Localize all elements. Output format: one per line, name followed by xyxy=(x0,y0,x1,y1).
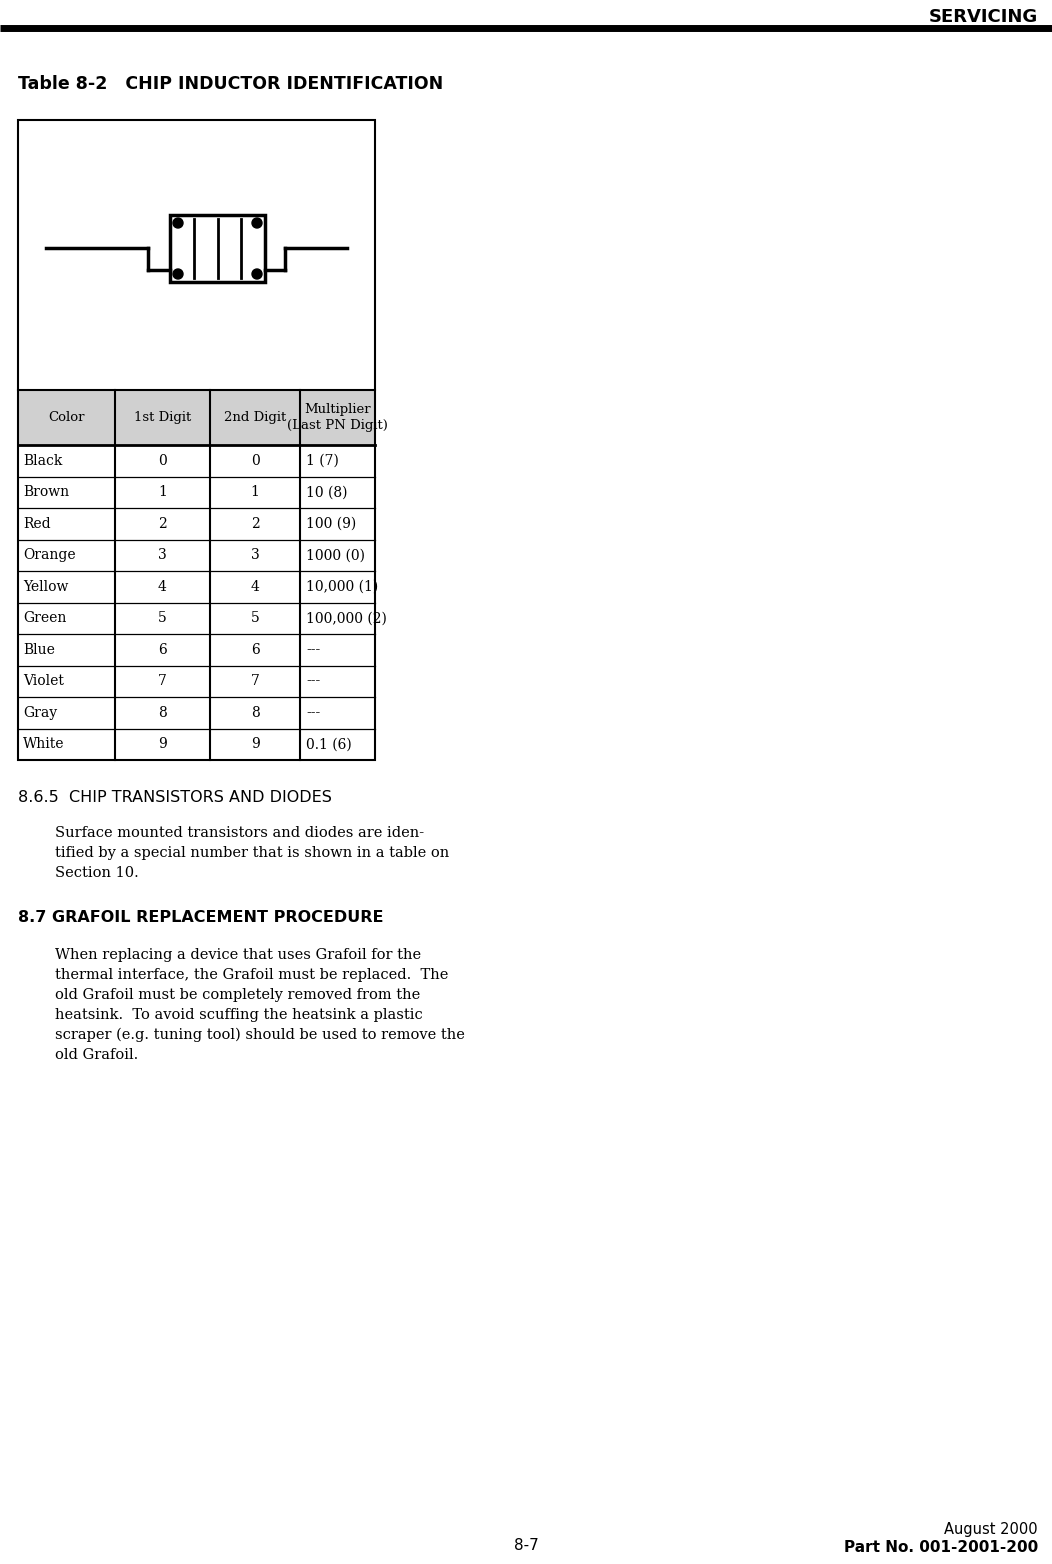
Text: 7: 7 xyxy=(158,674,167,688)
Text: Blue: Blue xyxy=(23,643,55,657)
Circle shape xyxy=(252,269,262,278)
Text: 6: 6 xyxy=(250,643,260,657)
Text: Green: Green xyxy=(23,612,66,626)
Text: ---: --- xyxy=(306,705,320,719)
Circle shape xyxy=(173,269,183,278)
Bar xyxy=(18,120,375,760)
Text: 3: 3 xyxy=(250,549,260,561)
Text: 0: 0 xyxy=(250,454,260,468)
Text: Color: Color xyxy=(48,411,85,424)
Text: 100,000 (2): 100,000 (2) xyxy=(306,612,387,626)
Text: 1000 (0): 1000 (0) xyxy=(306,549,365,561)
Text: 5: 5 xyxy=(250,612,260,626)
Text: 4: 4 xyxy=(158,580,167,594)
Text: August 2000: August 2000 xyxy=(945,1522,1038,1537)
Text: 1: 1 xyxy=(158,485,167,499)
Text: ---: --- xyxy=(306,643,320,657)
Text: 6: 6 xyxy=(158,643,167,657)
Circle shape xyxy=(173,217,183,228)
Text: 2nd Digit: 2nd Digit xyxy=(224,411,286,424)
Text: 1st Digit: 1st Digit xyxy=(134,411,191,424)
Text: Table 8-2   CHIP INDUCTOR IDENTIFICATION: Table 8-2 CHIP INDUCTOR IDENTIFICATION xyxy=(18,75,443,92)
Text: Yellow: Yellow xyxy=(23,580,68,594)
Text: old Grafoil must be completely removed from the: old Grafoil must be completely removed f… xyxy=(55,988,420,1003)
Text: 8: 8 xyxy=(158,705,167,719)
Text: 7: 7 xyxy=(250,674,260,688)
Text: 5: 5 xyxy=(158,612,167,626)
Text: 10 (8): 10 (8) xyxy=(306,485,347,499)
Text: Red: Red xyxy=(23,516,50,530)
Text: ---: --- xyxy=(306,674,320,688)
Text: 1: 1 xyxy=(250,485,260,499)
Text: 2: 2 xyxy=(250,516,260,530)
Text: Violet: Violet xyxy=(23,674,64,688)
Text: old Grafoil.: old Grafoil. xyxy=(55,1048,138,1062)
Text: When replacing a device that uses Grafoil for the: When replacing a device that uses Grafoi… xyxy=(55,948,421,962)
Bar xyxy=(170,214,265,282)
Text: 9: 9 xyxy=(250,737,260,751)
Bar xyxy=(18,389,375,446)
Circle shape xyxy=(252,217,262,228)
Text: 9: 9 xyxy=(158,737,167,751)
Text: 8.7 GRAFOIL REPLACEMENT PROCEDURE: 8.7 GRAFOIL REPLACEMENT PROCEDURE xyxy=(18,910,384,924)
Text: thermal interface, the Grafoil must be replaced.  The: thermal interface, the Grafoil must be r… xyxy=(55,968,448,982)
Text: Gray: Gray xyxy=(23,705,57,719)
Text: 8.6.5  CHIP TRANSISTORS AND DIODES: 8.6.5 CHIP TRANSISTORS AND DIODES xyxy=(18,790,331,805)
Text: White: White xyxy=(23,737,64,751)
Text: 8-7: 8-7 xyxy=(513,1537,539,1553)
Text: Section 10.: Section 10. xyxy=(55,866,139,881)
Text: 8: 8 xyxy=(250,705,260,719)
Text: 0: 0 xyxy=(158,454,167,468)
Text: tified by a special number that is shown in a table on: tified by a special number that is shown… xyxy=(55,846,449,860)
Text: 4: 4 xyxy=(250,580,260,594)
Text: 3: 3 xyxy=(158,549,167,561)
Text: 2: 2 xyxy=(158,516,167,530)
Text: SERVICING: SERVICING xyxy=(929,8,1038,27)
Text: heatsink.  To avoid scuffing the heatsink a plastic: heatsink. To avoid scuffing the heatsink… xyxy=(55,1009,423,1021)
Text: Part No. 001-2001-200: Part No. 001-2001-200 xyxy=(844,1541,1038,1555)
Text: 100 (9): 100 (9) xyxy=(306,516,357,530)
Text: Black: Black xyxy=(23,454,62,468)
Text: 10,000 (1): 10,000 (1) xyxy=(306,580,379,594)
Text: Surface mounted transistors and diodes are iden-: Surface mounted transistors and diodes a… xyxy=(55,826,424,840)
Text: Orange: Orange xyxy=(23,549,76,561)
Text: 0.1 (6): 0.1 (6) xyxy=(306,737,351,751)
Text: Brown: Brown xyxy=(23,485,69,499)
Text: Multiplier
(Last PN Digit): Multiplier (Last PN Digit) xyxy=(287,404,388,432)
Text: 1 (7): 1 (7) xyxy=(306,454,339,468)
Text: scraper (e.g. tuning tool) should be used to remove the: scraper (e.g. tuning tool) should be use… xyxy=(55,1028,465,1042)
